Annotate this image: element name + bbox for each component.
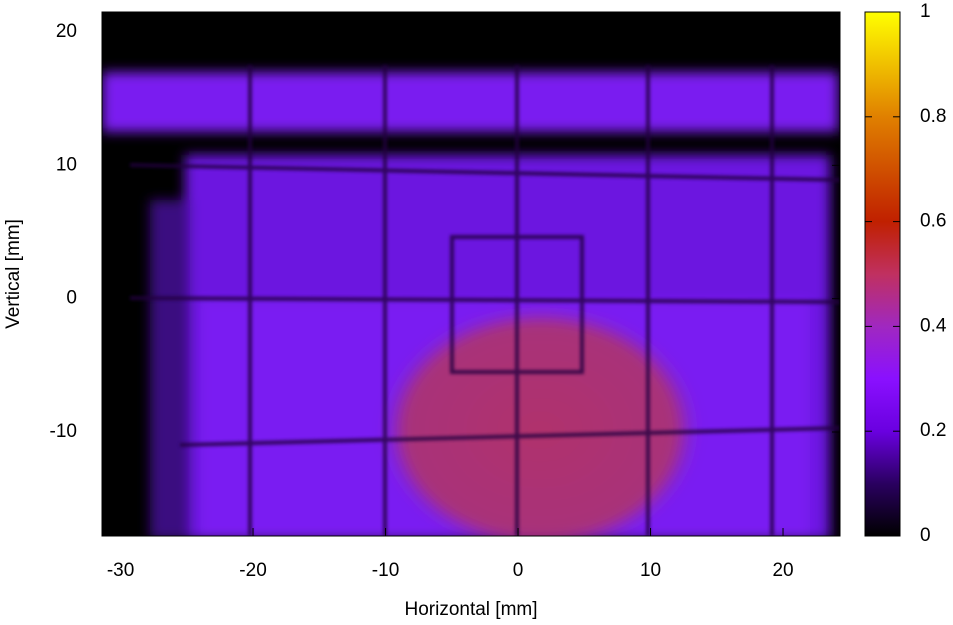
colorbar-tick-label: 0 [920, 525, 931, 546]
colorbar-tick-label: 0.6 [920, 211, 946, 232]
y-tick-label: 20 [56, 21, 77, 42]
x-tick-label: 20 [772, 560, 793, 581]
y-axis-label: Vertical [mm] [3, 219, 24, 329]
colorbar-tick-label: 0.2 [920, 420, 946, 441]
colorbar-tick-label: 1 [920, 1, 931, 22]
x-tick-label: 10 [640, 560, 661, 581]
plot-frame [101, 11, 841, 537]
x-tick-label: -10 [372, 560, 399, 581]
heatmap [102, 12, 840, 536]
colorbar-tick-label: 0.4 [920, 315, 947, 336]
colorbar [864, 11, 901, 537]
colorbar-tick-label: 0.8 [920, 106, 946, 127]
y-tick-label: 10 [56, 154, 77, 175]
x-tick-label: 0 [513, 560, 524, 581]
x-axis-label: Horizontal [mm] [404, 599, 537, 620]
x-tick-label: -20 [239, 560, 266, 581]
x-tick-label: -30 [107, 560, 134, 581]
y-tick-label: 0 [66, 288, 77, 309]
y-tick-label: -10 [50, 421, 77, 442]
